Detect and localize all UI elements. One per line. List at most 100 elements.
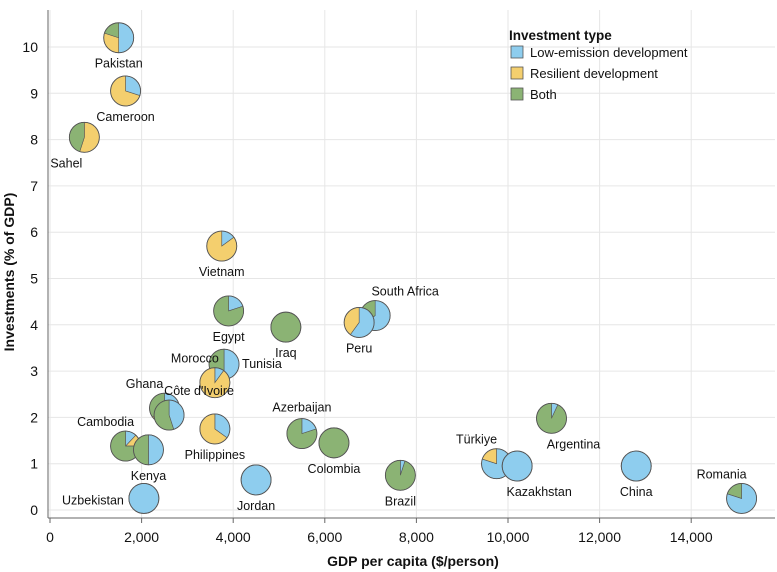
pie-china — [620, 450, 652, 482]
pie-outline — [620, 450, 652, 482]
pie-colombia — [318, 427, 350, 459]
label-cameroon: Cameroon — [96, 110, 154, 124]
pie-outline — [68, 121, 100, 153]
pie-argentina — [536, 402, 567, 434]
y-tick-label: 6 — [30, 224, 38, 240]
data-points — [68, 22, 758, 514]
legend: Investment type Low-emission development… — [509, 28, 688, 102]
pie-outline — [286, 418, 318, 450]
y-tick-label: 9 — [30, 85, 38, 101]
label-tunisia: Tunisia — [242, 357, 282, 371]
x-tick-labels: 0 2,000 4,000 6,000 8,000 10,000 12,000 14,000 — [46, 529, 713, 545]
label-c-te-d-ivoire: Côte d'Ivoire — [164, 384, 234, 398]
y-tick-label: 3 — [30, 363, 38, 379]
pie-kazakhstan — [501, 450, 533, 482]
pie-egypt — [213, 295, 245, 327]
label-egypt: Egypt — [213, 330, 245, 344]
y-tick-label: 4 — [30, 317, 38, 333]
pie-jordan — [240, 464, 272, 496]
pie-sahel — [68, 121, 100, 153]
x-tick-label: 4,000 — [216, 529, 251, 545]
label-morocco: Morocco — [171, 352, 219, 366]
label-sahel: Sahel — [50, 156, 82, 170]
legend-label-both: Both — [530, 87, 557, 102]
pie-romania — [726, 482, 758, 514]
y-tick-label: 5 — [30, 271, 38, 287]
pie-outline — [384, 459, 416, 491]
x-tick-label: 14,000 — [670, 529, 713, 545]
y-tick-label: 10 — [22, 39, 38, 55]
pie-kenya — [133, 434, 164, 466]
label-pakistan: Pakistan — [95, 57, 143, 71]
pie-vietnam — [206, 230, 238, 262]
legend-swatch-low — [510, 45, 524, 59]
point-labels: Pakistan Cameroon Sahel Vietnam Egypt Iraq Sou… — [50, 57, 746, 513]
label-ghana: Ghana — [126, 377, 164, 391]
label-kenya: Kenya — [131, 469, 166, 483]
slice-low — [118, 22, 134, 54]
pie-outline — [318, 427, 350, 459]
pie-philippines — [199, 413, 231, 445]
x-axis-label: GDP per capita ($/person) — [327, 553, 499, 569]
x-tick-label: 0 — [46, 529, 54, 545]
legend-label-resilient: Resilient development — [530, 66, 658, 81]
label-cambodia: Cambodia — [77, 415, 134, 429]
pie-outline — [240, 464, 272, 496]
y-tick-labels: 0 1 2 3 4 5 6 7 8 9 10 — [22, 39, 38, 518]
pie-outline — [213, 295, 245, 327]
pie-uzbekistan — [128, 482, 160, 514]
label-vietnam: Vietnam — [199, 265, 245, 279]
pie-outline — [103, 22, 135, 54]
pie-outline — [726, 482, 758, 514]
pie-outline — [206, 230, 238, 262]
y-axis-label: Investments (% of GDP) — [1, 193, 17, 352]
legend-title: Investment type — [509, 28, 612, 43]
pie-outline — [133, 434, 164, 466]
pie-outline — [128, 482, 160, 514]
pie-cameroon — [110, 75, 142, 107]
label-iraq: Iraq — [275, 346, 297, 360]
label-uzbekistan: Uzbekistan — [62, 493, 124, 507]
pie-morocco — [199, 367, 231, 399]
label-south-africa: South Africa — [371, 285, 438, 299]
y-tick-label: 1 — [30, 456, 38, 472]
pie-outline — [199, 413, 231, 445]
pie-c-te-d-ivoire — [153, 399, 185, 431]
pie-outline — [110, 75, 142, 107]
axes — [47, 10, 775, 523]
y-tick-label: 7 — [30, 178, 38, 194]
pie-outline — [343, 307, 375, 338]
x-tick-label: 10,000 — [487, 529, 530, 545]
y-tick-label: 0 — [30, 502, 38, 518]
label-jordan: Jordan — [237, 499, 275, 513]
x-tick-label: 2,000 — [124, 529, 159, 545]
label-t-rkiye: Türkiye — [456, 433, 497, 447]
legend-swatch-both — [510, 87, 524, 101]
label-colombia: Colombia — [308, 462, 361, 476]
y-tick-label: 2 — [30, 409, 38, 425]
pie-peru — [343, 307, 375, 338]
legend-swatch-resilient — [510, 66, 524, 80]
pie-outline — [536, 402, 567, 434]
pie-outline — [270, 311, 302, 343]
label-china: China — [620, 485, 653, 499]
legend-label-low: Low-emission development — [530, 45, 688, 60]
label-kazakhstan: Kazakhstan — [506, 485, 571, 499]
pie-brazil — [384, 459, 416, 491]
label-peru: Peru — [346, 341, 372, 355]
y-tick-label: 8 — [30, 132, 38, 148]
label-azerbaijan: Azerbaijan — [272, 401, 331, 415]
x-tick-label: 8,000 — [399, 529, 434, 545]
pie-outline — [199, 367, 231, 399]
label-philippines: Philippines — [185, 448, 245, 462]
x-tick-label: 6,000 — [307, 529, 342, 545]
label-romania: Romania — [697, 467, 747, 481]
label-argentina: Argentina — [547, 437, 601, 451]
pie-iraq — [270, 311, 302, 343]
slice-low — [148, 434, 164, 466]
pie-outline — [153, 399, 185, 431]
label-brazil: Brazil — [385, 494, 416, 508]
pie-outline — [501, 450, 533, 482]
